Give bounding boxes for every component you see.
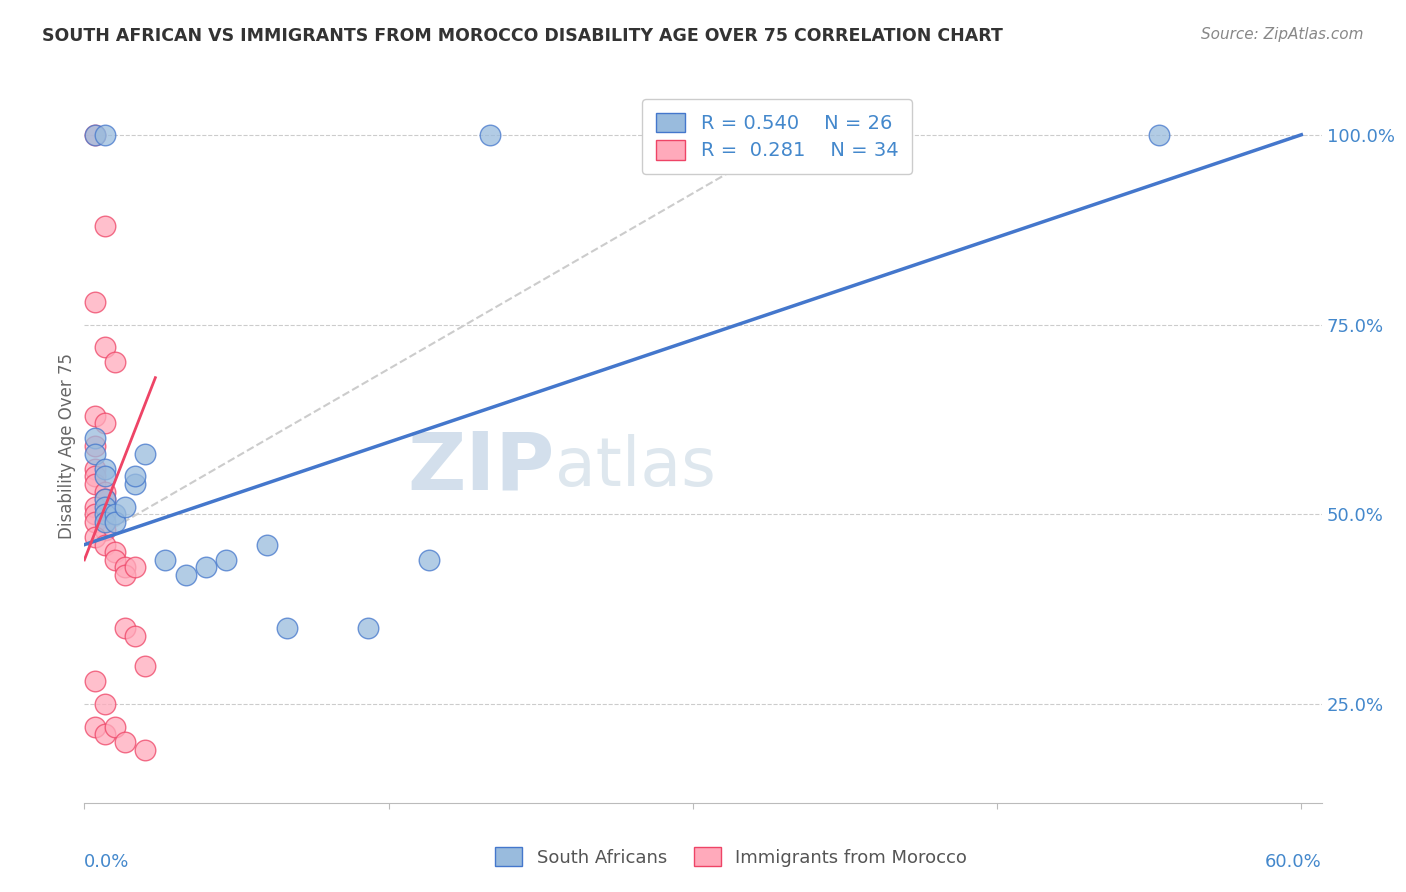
- Text: ZIP: ZIP: [408, 428, 554, 507]
- Point: [83, 508, 105, 522]
- Point: [134, 742, 156, 756]
- Text: Source: ZipAtlas.com: Source: ZipAtlas.com: [1201, 27, 1364, 42]
- Point: [93, 340, 115, 354]
- Point: [134, 659, 156, 673]
- Point: [104, 720, 127, 734]
- Point: [83, 515, 105, 529]
- Point: [418, 553, 440, 567]
- Point: [83, 500, 105, 514]
- Point: [83, 128, 105, 142]
- Point: [93, 484, 115, 499]
- Point: [93, 416, 115, 430]
- Point: [124, 629, 146, 643]
- Point: [93, 515, 115, 529]
- Point: [93, 469, 115, 483]
- Point: [93, 538, 115, 552]
- Point: [83, 409, 105, 423]
- Text: 0.0%: 0.0%: [84, 853, 129, 871]
- Text: SOUTH AFRICAN VS IMMIGRANTS FROM MOROCCO DISABILITY AGE OVER 75 CORRELATION CHAR: SOUTH AFRICAN VS IMMIGRANTS FROM MOROCCO…: [42, 27, 1002, 45]
- Point: [114, 560, 136, 574]
- Point: [83, 447, 105, 461]
- Point: [104, 508, 127, 522]
- Point: [83, 431, 105, 445]
- Point: [93, 500, 115, 514]
- Point: [155, 553, 177, 567]
- Point: [114, 735, 136, 749]
- Point: [83, 128, 105, 142]
- Point: [124, 469, 146, 483]
- Point: [93, 697, 115, 711]
- Point: [124, 560, 146, 574]
- Text: atlas: atlas: [554, 434, 716, 500]
- Point: [104, 515, 127, 529]
- Point: [479, 128, 502, 142]
- Text: 60.0%: 60.0%: [1265, 853, 1322, 871]
- Legend: R = 0.540    N = 26, R =  0.281    N = 34: R = 0.540 N = 26, R = 0.281 N = 34: [643, 99, 912, 174]
- Point: [83, 674, 105, 689]
- Point: [93, 727, 115, 741]
- Point: [83, 530, 105, 544]
- Point: [174, 568, 197, 582]
- Point: [256, 538, 278, 552]
- Point: [83, 469, 105, 483]
- Point: [276, 621, 298, 635]
- Point: [93, 462, 115, 476]
- Point: [357, 621, 380, 635]
- Point: [83, 439, 105, 453]
- Point: [215, 553, 238, 567]
- Point: [114, 621, 136, 635]
- Point: [104, 545, 127, 559]
- Point: [93, 128, 115, 142]
- Point: [104, 355, 127, 369]
- Point: [134, 447, 156, 461]
- Point: [83, 720, 105, 734]
- Point: [93, 508, 115, 522]
- Point: [114, 500, 136, 514]
- Point: [195, 560, 218, 574]
- Point: [93, 523, 115, 537]
- Point: [124, 477, 146, 491]
- Point: [1149, 128, 1171, 142]
- Point: [83, 477, 105, 491]
- Point: [83, 294, 105, 309]
- Y-axis label: Disability Age Over 75: Disability Age Over 75: [58, 353, 76, 539]
- Point: [114, 568, 136, 582]
- Point: [93, 219, 115, 233]
- Legend: South Africans, Immigrants from Morocco: South Africans, Immigrants from Morocco: [488, 840, 974, 874]
- Point: [93, 492, 115, 507]
- Point: [104, 553, 127, 567]
- Point: [93, 492, 115, 507]
- Point: [83, 462, 105, 476]
